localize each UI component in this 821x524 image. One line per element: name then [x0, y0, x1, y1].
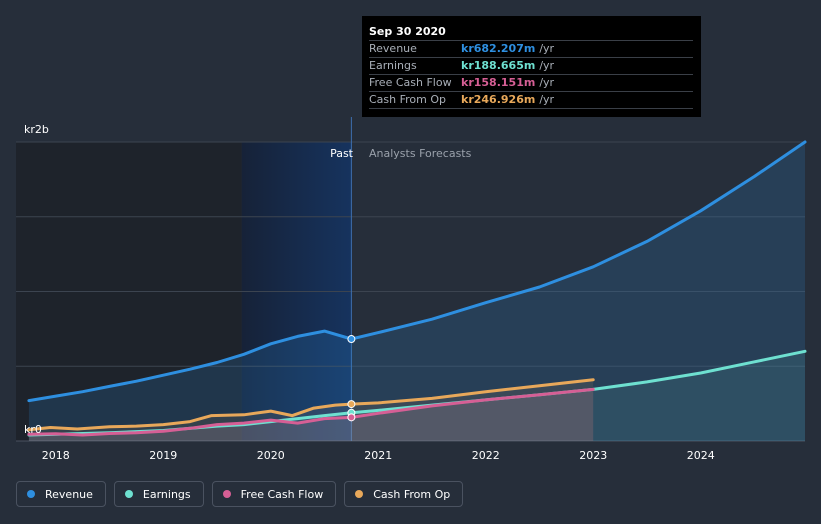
forecast-label: Analysts Forecasts	[369, 147, 472, 160]
legend-item-cash-from-op[interactable]: Cash From Op	[344, 481, 464, 507]
tooltip-row-value: kr158.151m	[461, 76, 536, 89]
tooltip-row-name: Cash From Op	[369, 93, 447, 106]
tooltip-row-revenue: Revenue kr682.207m /yr	[369, 40, 693, 57]
data-tooltip: Sep 30 2020 Revenue kr682.207m /yr Earni…	[362, 16, 701, 117]
free-cash-flow-dot-icon	[222, 490, 231, 498]
tooltip-row-unit: /yr	[539, 42, 555, 55]
tooltip-row-free-cash-flow: Free Cash Flow kr158.151m /yr	[369, 74, 693, 91]
free-cash-flow-marker	[347, 413, 356, 422]
cash-from-op-line	[27, 378, 595, 432]
x-tick-label: 2019	[149, 449, 177, 462]
legend-item-revenue[interactable]: Revenue	[16, 481, 106, 507]
tooltip-row-name: Free Cash Flow	[369, 76, 452, 89]
cash-from-op-marker	[347, 400, 356, 409]
x-tick-label: 2021	[364, 449, 392, 462]
x-tick-label: 2022	[472, 449, 500, 462]
x-tick-label: 2023	[579, 449, 607, 462]
revenue-area	[28, 142, 805, 441]
grid-layer	[16, 117, 805, 442]
tooltip-row-name: Earnings	[369, 59, 417, 72]
x-tick-label: 2020	[257, 449, 285, 462]
earnings-dot-icon	[124, 490, 133, 498]
tooltip-row-value: kr246.926m	[461, 93, 536, 106]
legend-label: Free Cash Flow	[240, 487, 324, 501]
free-cash-flow-line	[27, 387, 595, 437]
legend-item-free-cash-flow[interactable]: Free Cash Flow	[211, 481, 337, 507]
past-label: Past	[330, 147, 354, 160]
tooltip-row-value: kr682.207m	[461, 42, 536, 55]
x-axis-ticks: 2018 2019 2020 2021 2022 2023 2024	[42, 449, 715, 462]
revenue-marker	[347, 335, 356, 344]
chart-legend: Revenue Earnings Free Cash Flow Cash Fro…	[16, 481, 464, 507]
cash-from-op-dot-icon	[355, 490, 364, 498]
x-tick-label: 2018	[42, 449, 70, 462]
revenue-line	[27, 140, 807, 403]
y-axis-bottom-label: kr0	[24, 423, 42, 436]
tooltip-row-unit: /yr	[539, 59, 555, 72]
tooltip-row-name: Revenue	[369, 42, 417, 55]
legend-label: Revenue	[45, 487, 93, 501]
y-axis-top-label: kr2b	[24, 123, 49, 136]
tooltip-row-unit: /yr	[539, 76, 555, 89]
free-cash-flow-area	[28, 389, 594, 441]
tooltip-row-unit: /yr	[539, 93, 555, 106]
text-layer: kr2b kr0 Past Analysts Forecasts	[24, 123, 472, 436]
legend-label: Earnings	[142, 487, 191, 501]
tooltip-row-value: kr188.665m	[461, 59, 536, 72]
legend-label: Cash From Op	[373, 487, 451, 501]
revenue-dot-icon	[27, 490, 35, 498]
tooltip-row-earnings: Earnings kr188.665m /yr	[369, 57, 693, 74]
legend-item-earnings[interactable]: Earnings	[113, 481, 204, 507]
x-tick-label: 2024	[687, 449, 715, 462]
tooltip-row-cash-from-op: Cash From Op kr246.926m /yr	[369, 91, 693, 109]
earnings-area	[28, 351, 805, 441]
tooltip-date: Sep 30 2020	[369, 25, 446, 38]
marker-layer	[347, 335, 356, 422]
